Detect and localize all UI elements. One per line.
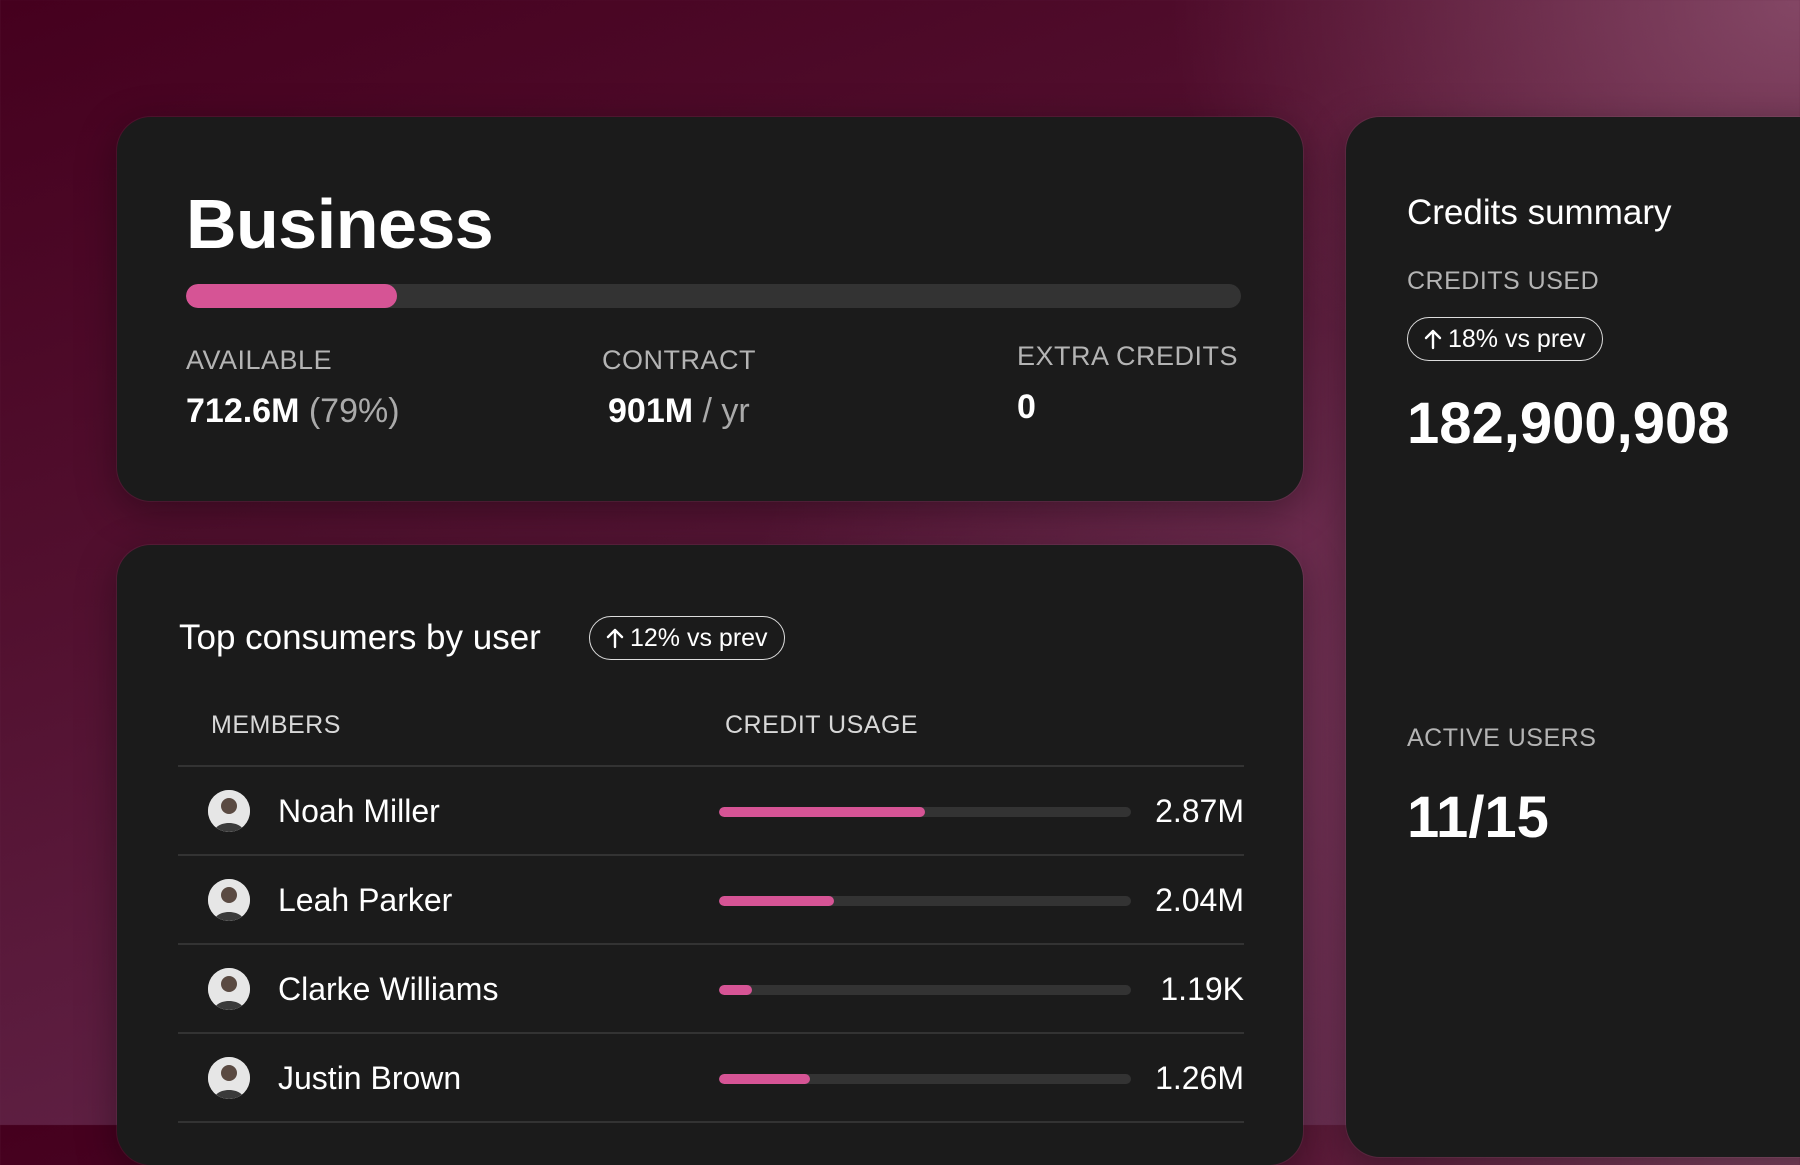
plan-card: Business AVAILABLE 712.6M (79%) CONTRACT… [117, 117, 1303, 501]
table-row[interactable]: Noah Miller 2.87M [178, 767, 1244, 856]
member-name: Leah Parker [278, 882, 453, 918]
credits-used-label: CREDITS USED [1407, 267, 1600, 295]
usage-value: 1.26M [1155, 1060, 1244, 1096]
credits-summary-card: Credits summary CREDITS USED 18% vs prev… [1346, 117, 1800, 1157]
extra-credits-value: 0 [1017, 388, 1036, 426]
available-value: 712.6M [186, 392, 300, 430]
available-value-line: 712.6M (79%) [186, 394, 400, 428]
members-column-header[interactable]: MEMBERS [211, 711, 341, 739]
usage-bar-fill [719, 807, 925, 817]
extra-credits-label: EXTRA CREDITS [1017, 341, 1239, 371]
credits-summary-title: Credits summary [1407, 193, 1672, 232]
available-stat: AVAILABLE 712.6M (79%) [186, 345, 400, 429]
contract-unit: / yr [702, 392, 750, 430]
avatar-icon [208, 879, 250, 921]
plan-title: Business [186, 185, 494, 263]
usage-bar-fill [719, 896, 835, 906]
credits-trend-text: 18% vs prev [1448, 324, 1586, 353]
contract-value-line: 901M / yr [602, 394, 756, 428]
available-label: AVAILABLE [186, 345, 333, 375]
plan-usage-progress [186, 284, 1241, 308]
member-name: Clarke Williams [278, 971, 499, 1007]
contract-label: CONTRACT [602, 345, 756, 375]
table-row[interactable]: Clarke Williams 1.19K [178, 945, 1244, 1034]
top-consumers-card: Top consumers by user 12% vs prev MEMBER… [117, 545, 1303, 1165]
contract-stat: CONTRACT 901M / yr [602, 345, 756, 429]
contract-value: 901M [608, 392, 694, 430]
member-name: Justin Brown [278, 1060, 462, 1096]
usage-value: 1.19K [1160, 971, 1244, 1007]
usage-bar [719, 896, 1131, 906]
member-name: Noah Miller [278, 793, 440, 829]
usage-bar [719, 807, 1131, 817]
usage-value: 2.04M [1155, 882, 1244, 918]
plan-usage-progress-fill [186, 284, 397, 308]
available-percent: (79%) [308, 392, 400, 430]
consumers-list: Noah Miller 2.87M Leah Parker 2.04M Clarke W… [178, 767, 1244, 1123]
active-users-value: 11/15 [1407, 785, 1549, 850]
table-row[interactable]: Justin Brown 1.26M [178, 1034, 1244, 1123]
arrow-up-icon [606, 627, 624, 649]
usage-bar [719, 1074, 1131, 1084]
consumers-trend-badge: 12% vs prev [589, 616, 785, 660]
credit-usage-column-header[interactable]: CREDIT USAGE [725, 711, 919, 739]
consumers-trend-text: 12% vs prev [630, 623, 768, 652]
avatar-icon [208, 790, 250, 832]
table-divider [178, 765, 1244, 767]
usage-bar [719, 985, 1131, 995]
avatar-icon [208, 968, 250, 1010]
credits-trend-badge: 18% vs prev [1407, 317, 1603, 361]
usage-bar-fill [719, 985, 752, 995]
arrow-up-icon [1424, 328, 1442, 350]
table-row[interactable]: Leah Parker 2.04M [178, 856, 1244, 945]
usage-bar-fill [719, 1074, 810, 1084]
usage-value: 2.87M [1155, 793, 1244, 829]
credits-used-value: 182,900,908 [1407, 391, 1730, 456]
extra-credits-stat: EXTRA CREDITS 0 [1017, 341, 1239, 426]
active-users-label: ACTIVE USERS [1407, 724, 1597, 752]
top-consumers-title: Top consumers by user [179, 618, 541, 657]
avatar-icon [208, 1057, 250, 1099]
